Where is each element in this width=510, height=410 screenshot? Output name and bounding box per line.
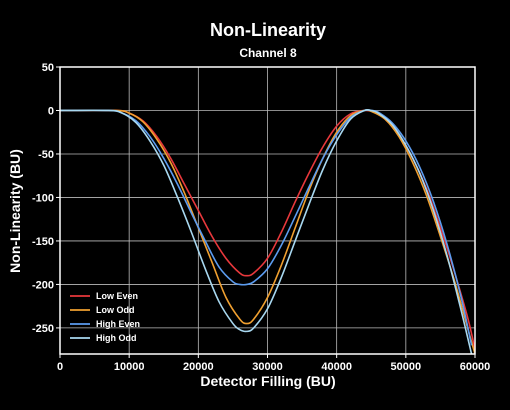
y-tick-label: -200 [32, 279, 54, 291]
legend-label-low-odd: Low Odd [96, 305, 135, 315]
x-tick-label: 10000 [114, 361, 145, 373]
y-tick-label: -100 [32, 192, 54, 204]
y-axis-label: Non-Linearity (BU) [7, 149, 23, 273]
legend-label-high-even: High Even [96, 319, 140, 329]
y-tick-label: 0 [48, 105, 54, 117]
legend: Low Even Low Odd High Even High Odd [70, 291, 140, 343]
x-axis-ticks: 0 10000 20000 30000 40000 50000 60000 [57, 354, 490, 373]
x-axis-label: Detector Filling (BU) [200, 373, 335, 389]
series-line-low-odd [60, 109, 475, 354]
chart-subtitle: Channel 8 [239, 46, 297, 60]
legend-label-high-odd: High Odd [96, 333, 137, 343]
y-tick-label: -50 [38, 149, 54, 161]
legend-label-low-even: Low Even [96, 291, 138, 301]
x-tick-label: 60000 [460, 361, 491, 373]
y-tick-label: -250 [32, 323, 54, 335]
y-tick-label: 50 [42, 62, 54, 74]
chart-title: Non-Linearity [210, 20, 326, 40]
series-lines [60, 108, 475, 354]
plot-area-border [59, 66, 476, 355]
y-axis-ticks: 50 0 -50 -100 -150 -200 -250 [32, 62, 60, 335]
x-tick-label: 40000 [321, 361, 352, 373]
x-tick-label: 30000 [252, 361, 283, 373]
x-tick-label: 20000 [183, 361, 214, 373]
series-line-high-even [60, 109, 473, 346]
y-tick-label: -150 [32, 236, 54, 248]
x-tick-label: 50000 [391, 361, 422, 373]
series-line-high-odd [60, 108, 473, 354]
x-tick-label: 0 [57, 361, 63, 373]
grid-lines [60, 67, 475, 354]
